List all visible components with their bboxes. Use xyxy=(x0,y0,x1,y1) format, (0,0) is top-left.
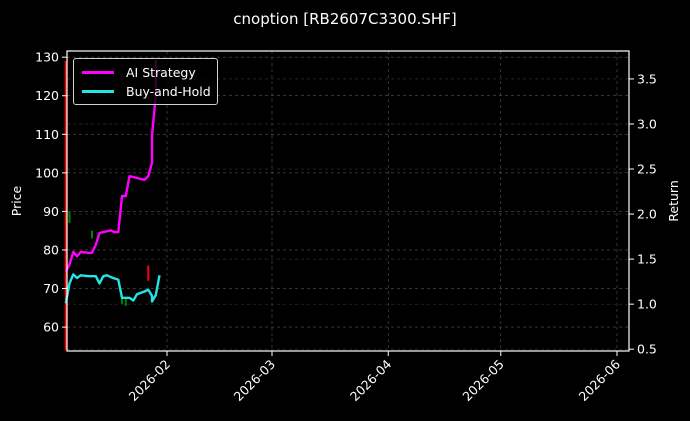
y-tick-label: 90 xyxy=(43,204,59,219)
series-line xyxy=(64,273,161,304)
left-axis-label: Price xyxy=(9,185,24,216)
plot-frame xyxy=(66,50,630,352)
y-right-tick-label: 3.0 xyxy=(637,116,657,131)
y-tick-label: 100 xyxy=(35,165,59,180)
y-right-tick-label: 0.5 xyxy=(637,342,657,357)
chart-title: cnoption [RB2607C3300.SHF] xyxy=(233,10,457,28)
y-right-tick-label: 3.5 xyxy=(637,71,657,86)
legend: AI Strategy Buy-and-Hold xyxy=(73,58,218,105)
x-tick-label: 2026-06 xyxy=(576,356,624,404)
buy-and-hold-swatch-icon xyxy=(82,89,114,93)
y-tick-label: 60 xyxy=(43,320,59,335)
x-tick-label: 2026-03 xyxy=(231,357,279,405)
y-tick-label: 130 xyxy=(35,50,59,65)
grid-lines xyxy=(67,51,629,351)
legend-label: AI Strategy xyxy=(126,64,196,80)
y-right-tick-label: 1.5 xyxy=(637,252,657,267)
legend-label: Buy-and-Hold xyxy=(126,83,211,99)
legend-item-ai-strategy: AI Strategy xyxy=(82,63,196,81)
y-right-tick-label: 2.5 xyxy=(637,162,657,177)
y-tick-label: 110 xyxy=(35,127,59,142)
x-tick-label: 2026-04 xyxy=(347,356,395,404)
right-y-axis: 0.5 1.0 1.5 2.0 2.5 3.0 3.5 xyxy=(629,71,657,357)
series-lines xyxy=(64,60,161,304)
y-tick-label: 120 xyxy=(35,88,59,103)
x-axis: 2026-02 2026-03 2026-04 2026-05 2026-06 xyxy=(126,351,624,405)
x-tick-label: 2026-02 xyxy=(126,357,174,405)
y-right-tick-label: 1.0 xyxy=(637,297,657,312)
x-tick-label: 2026-05 xyxy=(459,357,507,405)
series-line xyxy=(64,60,158,273)
y-tick-label: 80 xyxy=(43,242,59,257)
y-right-tick-label: 2.0 xyxy=(637,207,657,222)
left-y-axis: 60 70 80 90 100 110 120 130 xyxy=(35,50,67,335)
ai-strategy-swatch-icon xyxy=(82,70,114,74)
right-axis-label: Return xyxy=(666,180,681,221)
y-tick-label: 70 xyxy=(43,281,59,296)
legend-item-buy-and-hold: Buy-and-Hold xyxy=(82,82,211,100)
